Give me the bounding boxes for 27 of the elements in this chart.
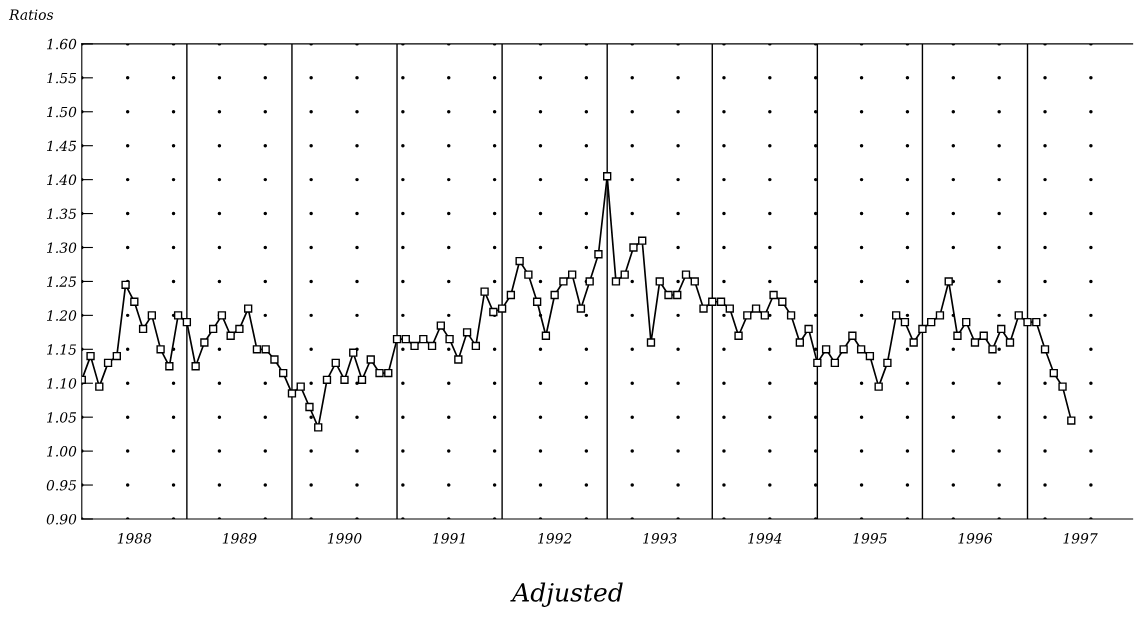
- x-tick-label: 1993: [643, 533, 677, 544]
- x-tick-label: 1996: [958, 533, 993, 544]
- y-tick-label: 1.20: [46, 310, 77, 321]
- y-tick-label: 1.45: [46, 140, 77, 152]
- x-tick-label: 1990: [327, 533, 362, 544]
- x-tick-label: 1989: [222, 533, 257, 544]
- y-axis-title: Ratios: [8, 9, 54, 20]
- y-tick-label: 1.40: [46, 174, 77, 186]
- y-tick-label: 0.95: [46, 480, 77, 491]
- x-tick-label: 1997: [1063, 533, 1098, 544]
- y-tick-label: 1.35: [46, 208, 77, 220]
- y-tick-label: 1.50: [46, 106, 77, 118]
- x-tick-label: 1988: [117, 533, 152, 544]
- x-tick-label: 1992: [537, 533, 572, 544]
- y-tick-label: 0.90: [46, 513, 77, 525]
- y-tick-label: 1.05: [46, 412, 77, 423]
- x-tick-label: 1995: [853, 533, 887, 544]
- text: Adjusted: [510, 582, 623, 607]
- x-tick-label: 1991: [432, 533, 465, 544]
- y-tick-label: 1.15: [46, 344, 77, 355]
- y-tick-label: 1.60: [46, 38, 77, 50]
- y-tick-label: 1.30: [46, 242, 77, 253]
- y-tick-label: 1.00: [46, 446, 77, 457]
- y-tick-label: 1.10: [46, 378, 77, 389]
- y-tick-label: 1.25: [46, 276, 77, 287]
- x-tick-label: 1994: [748, 533, 782, 544]
- y-tick-label: 1.55: [46, 72, 77, 84]
